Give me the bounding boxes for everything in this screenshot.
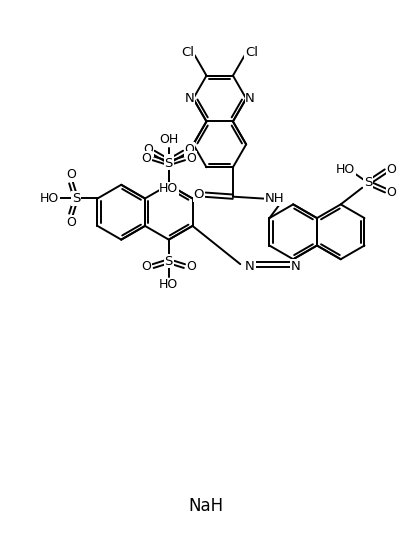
Text: O: O [141, 260, 151, 273]
Text: OH: OH [159, 133, 178, 146]
Text: NaH: NaH [188, 497, 224, 515]
Text: S: S [164, 157, 173, 170]
Text: N: N [245, 260, 255, 273]
Text: O: O [387, 186, 397, 199]
Text: HO: HO [336, 163, 355, 176]
Text: O: O [186, 260, 196, 273]
Text: S: S [72, 192, 80, 205]
Text: O: O [66, 215, 76, 228]
Text: O: O [193, 188, 204, 201]
Text: HO: HO [40, 192, 59, 205]
Text: NH: NH [264, 192, 284, 205]
Text: O: O [184, 143, 194, 156]
Text: S: S [364, 176, 372, 189]
Text: N: N [245, 92, 255, 105]
Text: Cl: Cl [181, 46, 194, 59]
Text: S: S [164, 255, 173, 268]
Text: O: O [66, 168, 76, 181]
Text: O: O [186, 152, 196, 165]
Text: HO: HO [159, 182, 178, 195]
Text: O: O [143, 143, 153, 156]
Text: O: O [141, 152, 151, 165]
Text: N: N [290, 260, 300, 273]
Text: O: O [387, 163, 397, 176]
Text: HO: HO [159, 278, 178, 291]
Text: N: N [185, 92, 194, 105]
Text: Cl: Cl [245, 46, 258, 59]
Text: S: S [164, 155, 173, 168]
